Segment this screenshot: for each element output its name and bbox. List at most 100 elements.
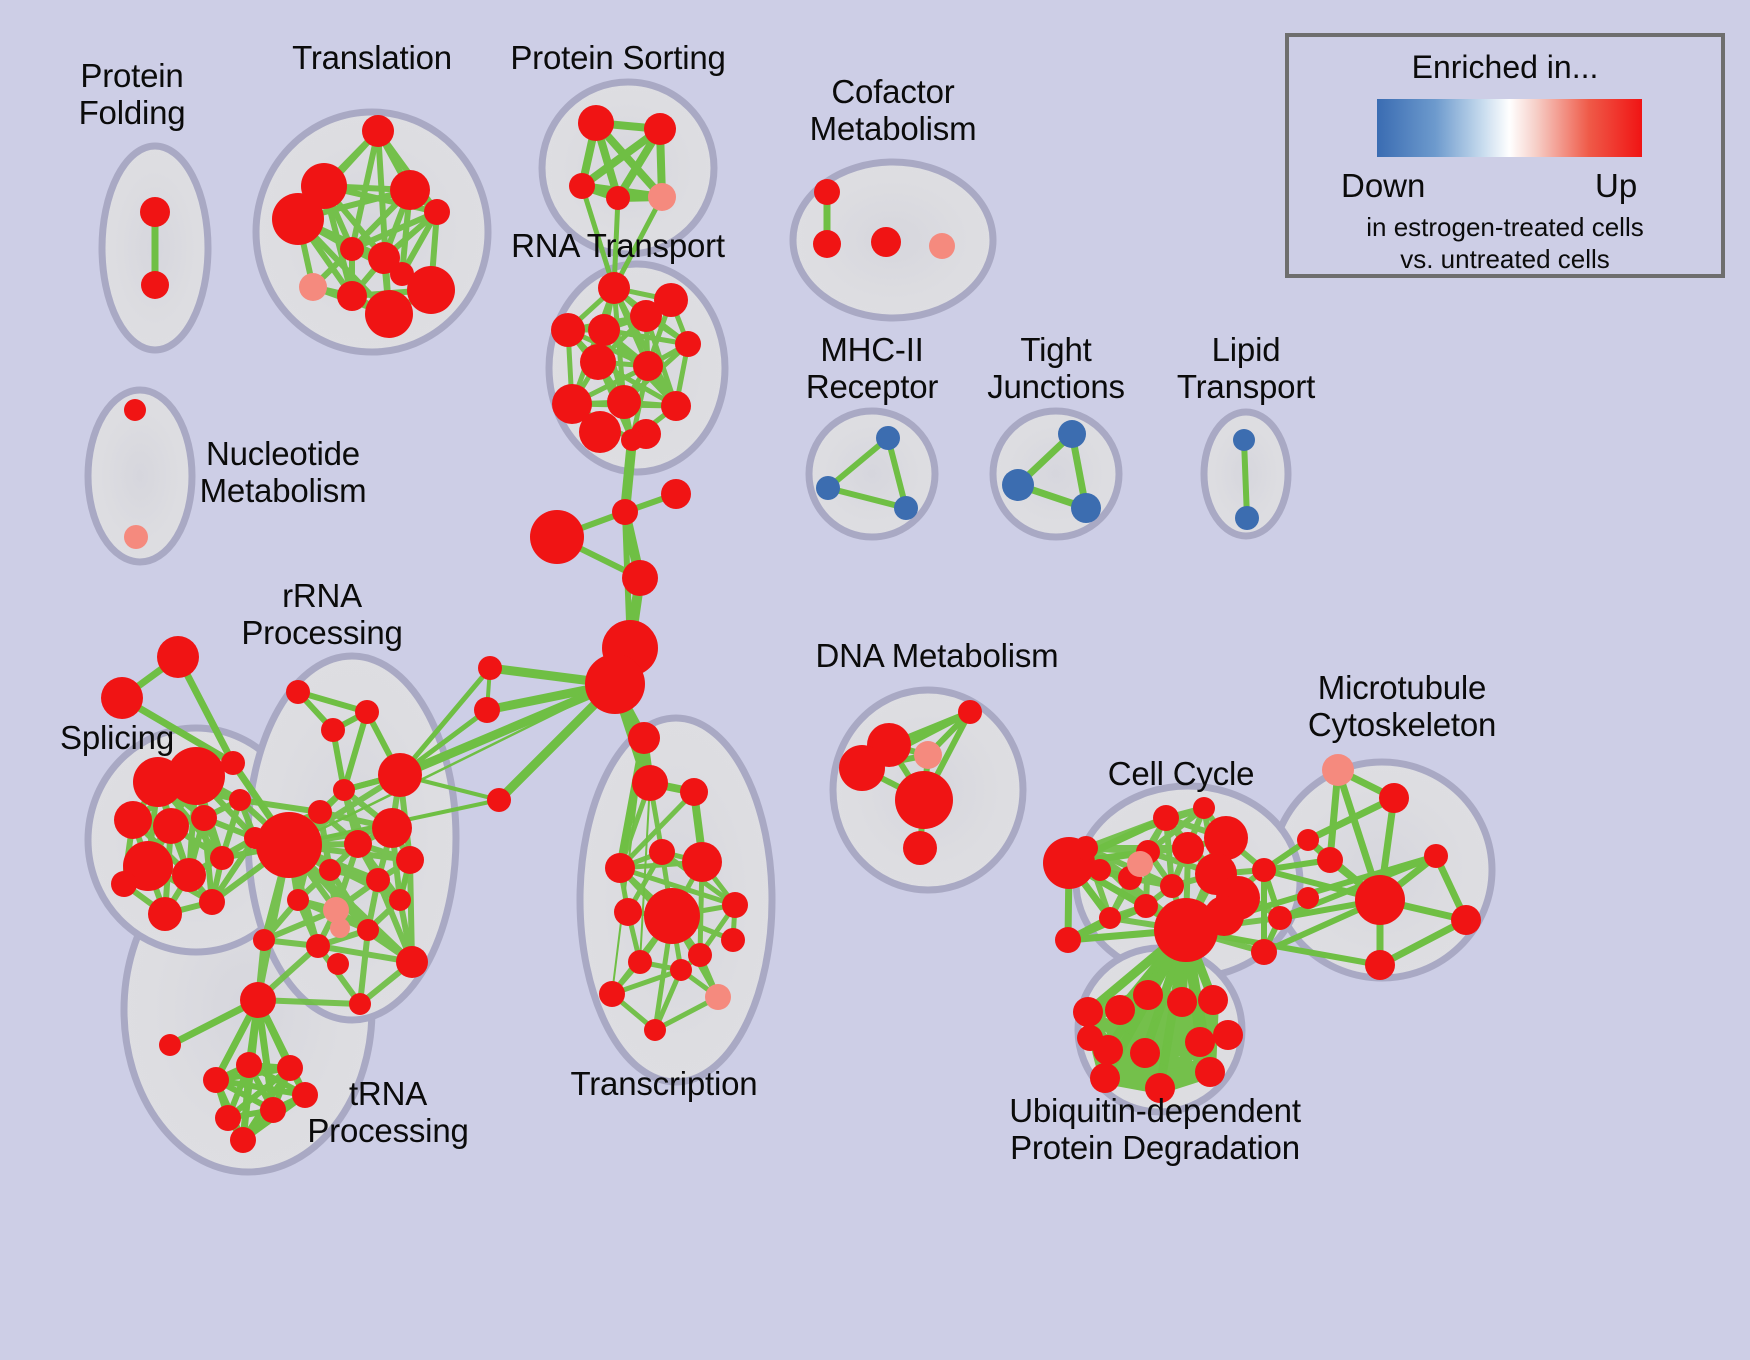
node [148,897,182,931]
node [1213,1020,1243,1050]
node [333,779,355,801]
node [210,846,234,870]
node [124,399,146,421]
cluster-ellipse-mhc-ii-receptor [805,407,939,541]
node [958,700,982,724]
node [649,839,675,865]
node [1153,805,1179,831]
node [1127,851,1153,877]
node [474,697,500,723]
node [661,391,691,421]
node [675,331,701,357]
node [349,993,371,1015]
node [299,273,327,301]
node [167,747,225,805]
node [478,656,502,680]
node [365,290,413,338]
node [630,300,662,332]
node [1198,985,1228,1015]
node [240,982,276,1018]
node [1317,847,1343,873]
node [260,1097,286,1123]
node [1160,874,1184,898]
node [114,801,152,839]
node [876,426,900,450]
node [721,928,745,952]
node [1134,894,1158,918]
node [929,233,955,259]
node [644,888,700,944]
node [366,868,390,892]
node [606,186,630,210]
node [199,889,225,915]
node [390,170,430,210]
node [236,1052,262,1078]
cluster-ellipse-nucleotide-metabolism [84,386,196,566]
node [1193,797,1215,819]
node [1365,950,1395,980]
node [1204,816,1248,860]
node [661,479,691,509]
node [1252,858,1276,882]
node [221,751,245,775]
node [816,476,840,500]
node [633,351,663,381]
node [688,943,712,967]
node [229,789,251,811]
node [552,384,592,424]
node [1355,875,1405,925]
node [396,946,428,978]
node [580,344,616,380]
node [551,313,585,347]
node [1058,420,1086,448]
node [327,953,349,975]
node [1451,905,1481,935]
node [203,1067,229,1093]
node [330,918,350,938]
legend-title: Enriched in... [1411,49,1599,85]
node [644,1019,666,1041]
node [362,115,394,147]
node [670,959,692,981]
node [1268,906,1292,930]
node [277,1055,303,1081]
node [1297,829,1319,851]
legend-panel: Enriched in... Down Up in estrogen-treat… [1285,33,1725,278]
node [424,199,450,225]
node [871,227,901,257]
node [272,193,324,245]
node [286,680,310,704]
node [1251,939,1277,965]
node [598,272,630,304]
cluster-ellipse-protein-sorting [538,78,718,258]
network-nodes [101,105,1481,1153]
node [648,183,676,211]
node [215,1105,241,1131]
node [1145,1073,1175,1103]
node [1077,1025,1103,1051]
node [1185,1027,1215,1057]
node [368,242,400,274]
node [612,499,638,525]
node [654,283,688,317]
node [585,654,645,714]
node [599,981,625,1007]
node [894,496,918,520]
node [389,889,411,911]
node [253,929,275,951]
node [159,1034,181,1056]
node [1002,469,1034,501]
node [357,919,379,941]
node [632,765,668,801]
node [344,830,372,858]
node [1154,898,1218,962]
node [124,525,148,549]
node [578,105,614,141]
node [153,808,189,844]
node [1133,980,1163,1010]
node [308,800,332,824]
node [722,892,748,918]
node [1099,907,1121,929]
node [588,314,620,346]
